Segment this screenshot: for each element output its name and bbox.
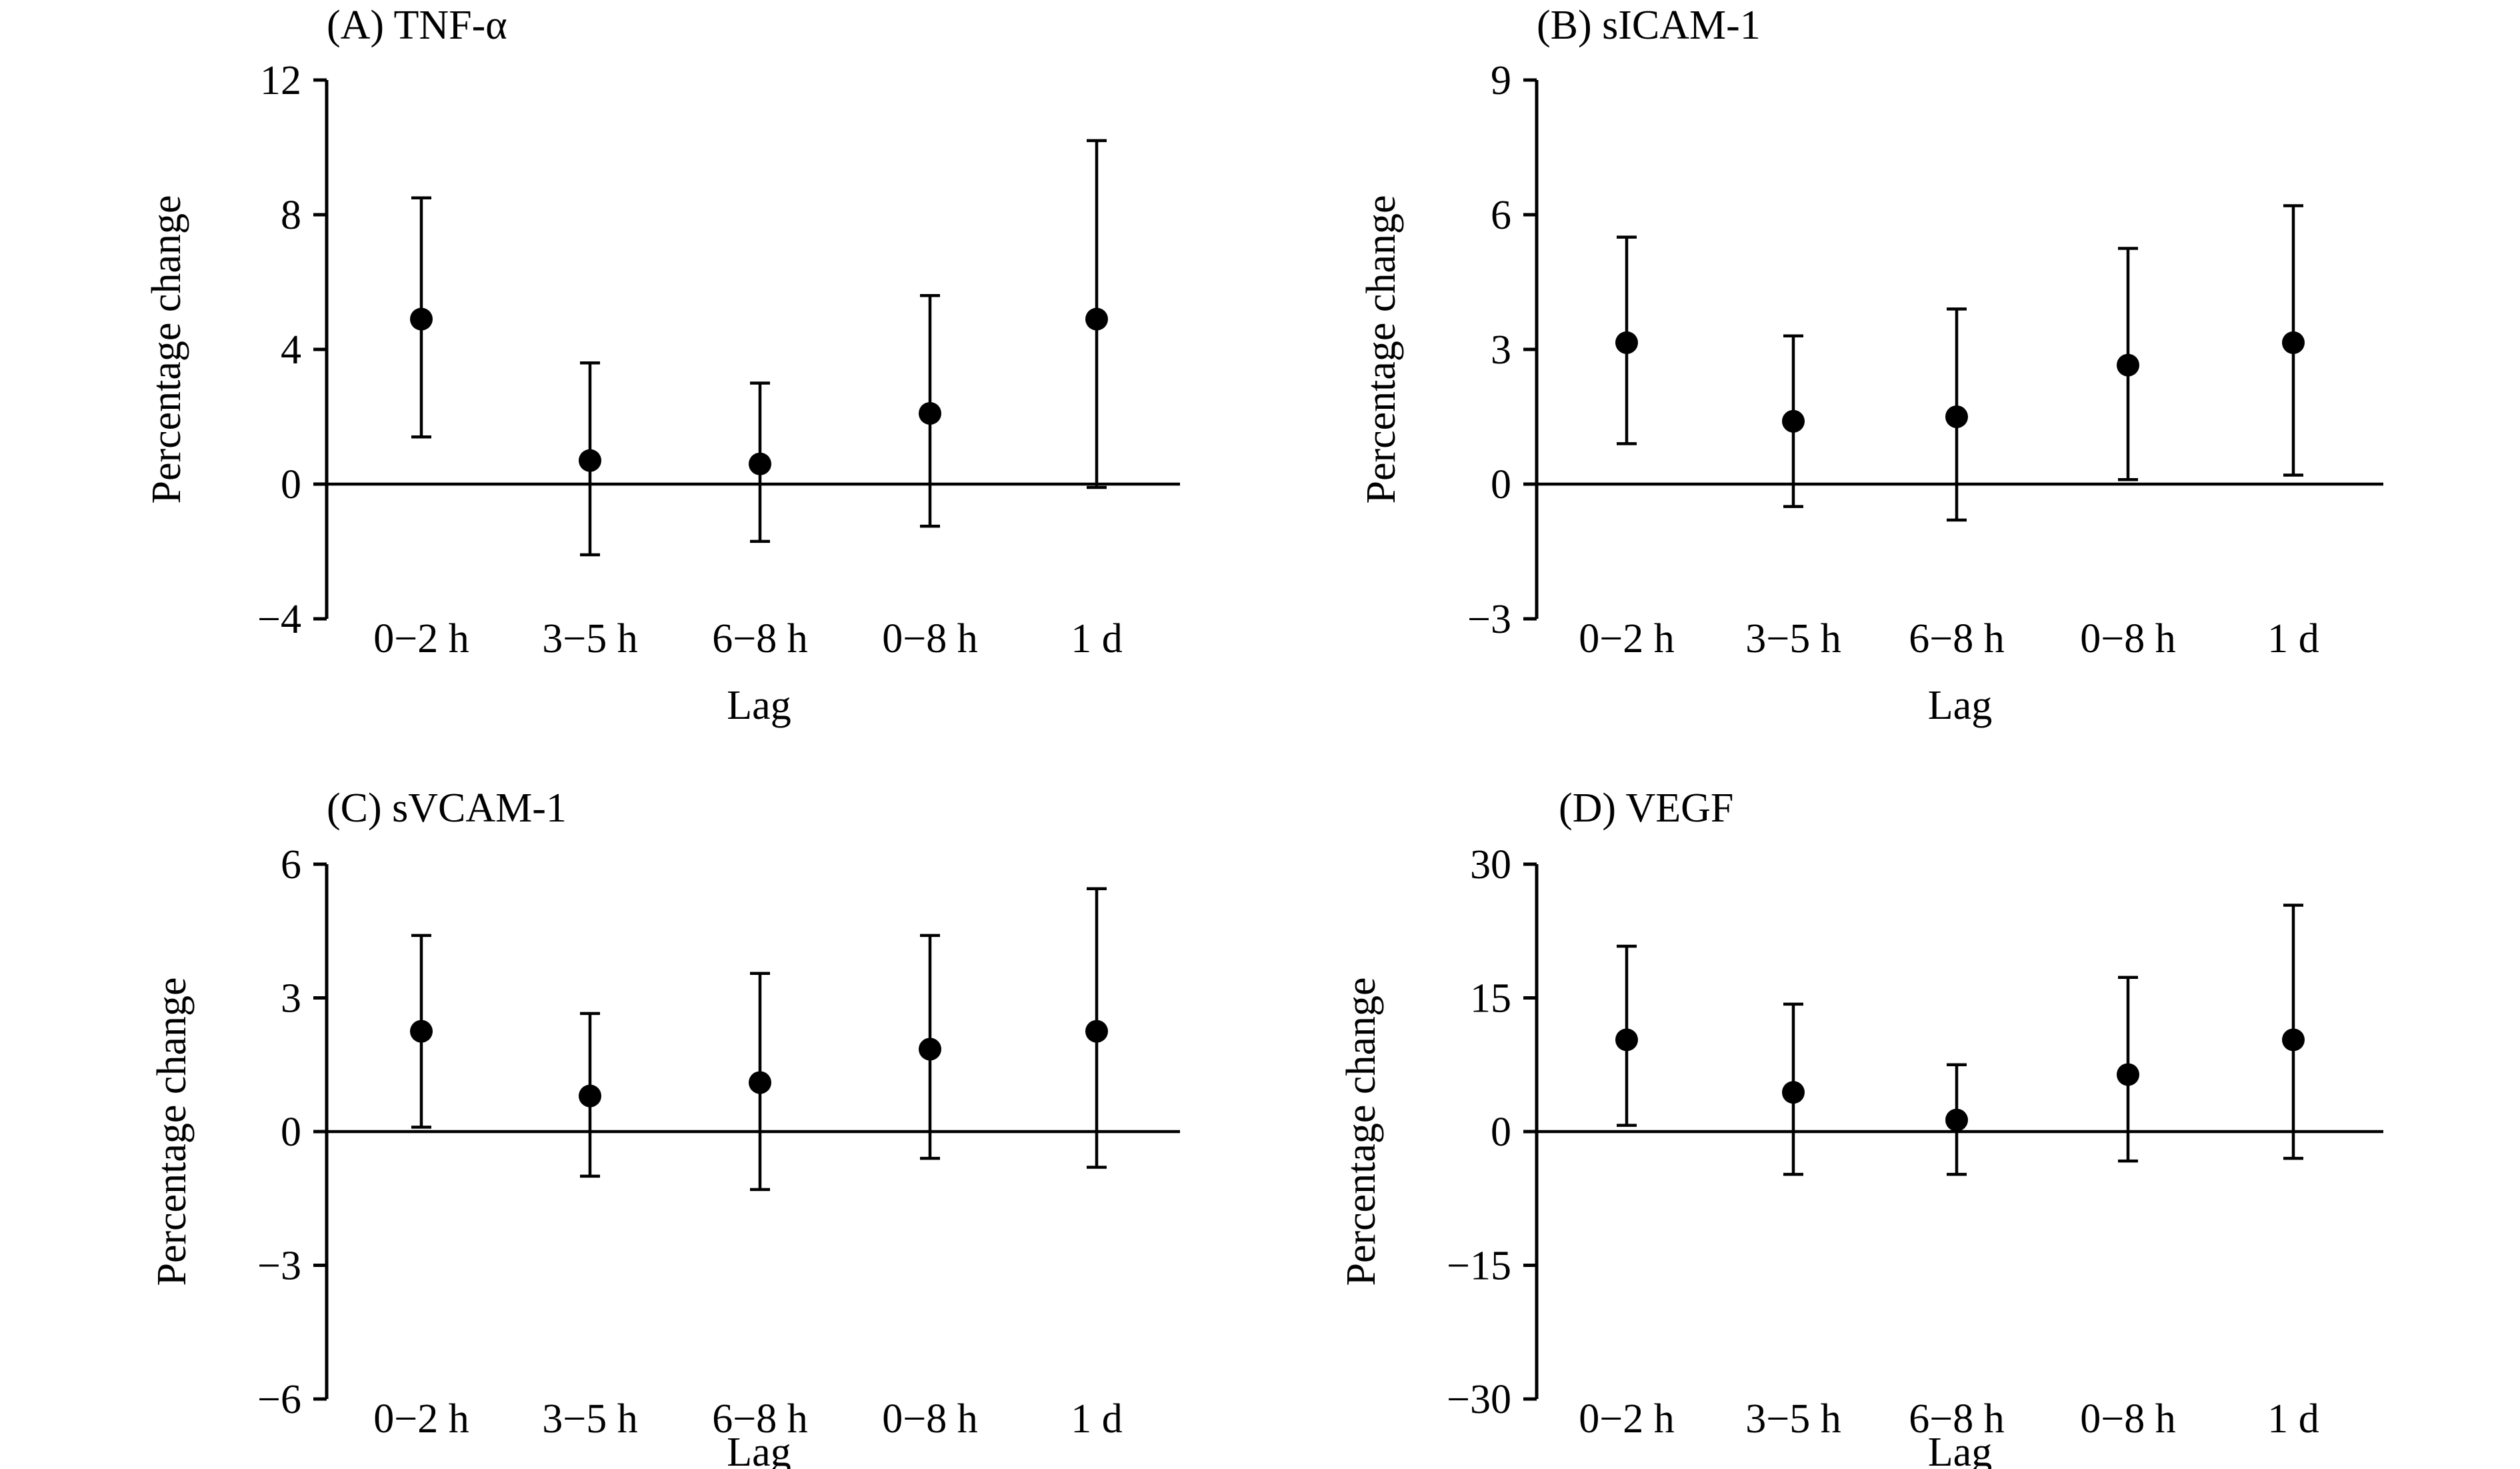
y-tick-label: −6 — [257, 1377, 301, 1422]
x-axis-title: Lag — [727, 683, 791, 728]
y-tick-label: 3 — [1491, 327, 1511, 373]
data-point — [749, 452, 771, 475]
data-point — [2117, 353, 2139, 377]
x-tick-label: 3−5 h — [1745, 616, 1841, 661]
data-point — [1782, 409, 1805, 433]
y-tick-label: −4 — [257, 597, 301, 642]
y-tick-label: 6 — [281, 842, 301, 888]
x-tick-label: 6−8 h — [1909, 616, 2004, 661]
y-tick-label: 30 — [1470, 842, 1511, 888]
x-tick-label: 0−2 h — [1579, 616, 1674, 661]
x-tick-label: 0−8 h — [882, 616, 977, 661]
x-tick-label: 0−2 h — [373, 1396, 469, 1442]
y-tick-label: 0 — [281, 1110, 301, 1155]
x-tick-label: 1 d — [2267, 1396, 2319, 1442]
data-point — [1085, 307, 1108, 331]
panel-tnf-alpha: (A) TNF-α 12 8 4 0 −4 Percentage change 0−2 h 3−… — [144, 3, 1180, 728]
data-point — [410, 307, 433, 331]
data-point — [919, 401, 941, 425]
data-point — [1782, 1081, 1805, 1104]
y-tick-label: 0 — [281, 462, 301, 507]
x-tick-label: 3−5 h — [1745, 1396, 1841, 1442]
x-tick-label: 0−2 h — [1579, 1396, 1674, 1442]
x-tick-label: 0−8 h — [882, 1396, 977, 1442]
y-tick-label: −15 — [1447, 1244, 1511, 1289]
panel-sicam-1: (B) sICAM-1 9 6 3 0 −3 Percentage change 0−2 h 3… — [1359, 3, 2383, 728]
x-tick-label: 0−8 h — [2080, 616, 2175, 661]
x-tick-label: 3−5 h — [542, 616, 637, 661]
data-point — [749, 1071, 771, 1094]
y-tick-label: 4 — [281, 327, 301, 373]
x-axis-title: Lag — [1928, 683, 1992, 728]
data-point — [2117, 1063, 2139, 1086]
panel-vegf: (D) VEGF 30 15 0 −15 −30 Percentage change 0−2 … — [1339, 786, 2383, 1469]
x-tick-label: 0−2 h — [373, 616, 469, 661]
y-tick-label: 6 — [1491, 193, 1511, 238]
data-point — [2282, 1028, 2305, 1052]
data-point — [2282, 331, 2305, 354]
x-tick-label: 1 d — [1071, 1396, 1123, 1442]
panel-title: (B) sICAM-1 — [1537, 3, 1761, 48]
data-point — [410, 1020, 433, 1043]
x-tick-label: 6−8 h — [1909, 1396, 2004, 1442]
y-tick-label: −3 — [1467, 597, 1511, 642]
y-tick-label: 3 — [281, 976, 301, 1022]
y-tick-label: 8 — [281, 193, 301, 238]
y-tick-label: 15 — [1470, 976, 1511, 1022]
data-point — [1945, 405, 1968, 428]
y-tick-label: 9 — [1491, 58, 1511, 103]
x-tick-label: 1 d — [1071, 616, 1123, 661]
y-axis-title: Percentage change — [1359, 195, 1404, 503]
x-tick-label: 1 d — [2267, 616, 2319, 661]
x-axis-title: Lag — [1928, 1430, 1992, 1469]
x-tick-label: 0−8 h — [2080, 1396, 2175, 1442]
data-point — [579, 1084, 601, 1108]
data-point — [919, 1038, 941, 1061]
y-axis-title: Percentage change — [1339, 977, 1384, 1286]
y-tick-label: 0 — [1491, 1110, 1511, 1155]
panel-title: (C) sVCAM-1 — [327, 786, 567, 831]
y-axis-title: Percentage change — [144, 195, 189, 503]
panel-svcam-1: (C) sVCAM-1 6 3 0 −3 −6 Percentage change 0−2 h… — [149, 786, 1180, 1469]
data-point — [1615, 331, 1638, 354]
y-tick-label: 0 — [1491, 462, 1511, 507]
data-point — [579, 449, 601, 472]
x-tick-label: 6−8 h — [712, 1396, 807, 1442]
panel-title: (D) VEGF — [1559, 786, 1733, 831]
y-tick-label: −3 — [257, 1244, 301, 1289]
y-tick-label: −30 — [1447, 1377, 1511, 1422]
data-point — [1615, 1028, 1638, 1052]
x-tick-label: 3−5 h — [542, 1396, 637, 1442]
data-point — [1085, 1020, 1108, 1043]
data-point — [1945, 1108, 1968, 1132]
y-axis-title: Percentage change — [149, 977, 195, 1286]
x-tick-label: 6−8 h — [712, 616, 807, 661]
panel-title: (A) TNF-α — [327, 3, 507, 48]
y-tick-label: 12 — [260, 58, 301, 103]
x-axis-title: Lag — [727, 1430, 791, 1469]
